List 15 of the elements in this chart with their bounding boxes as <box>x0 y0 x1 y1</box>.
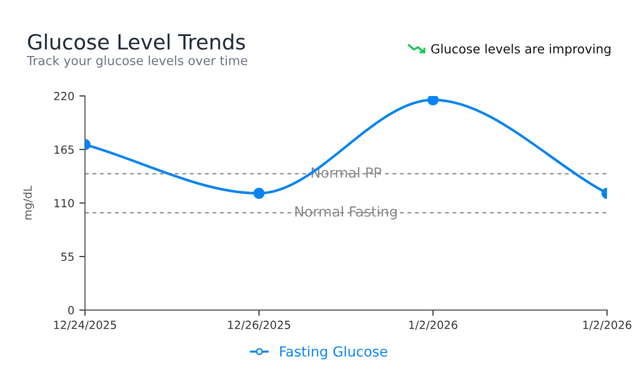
y-tick-label: 55 <box>61 252 74 261</box>
x-tick-label: 1/2/2026 <box>409 320 458 330</box>
y-tick-label: 165 <box>54 145 74 154</box>
y-tick-label: 0 <box>68 306 74 314</box>
y-tick-label: 110 <box>54 198 74 208</box>
y-axis-title: mg/dL <box>23 186 34 220</box>
chart-title: Glucose Level Trends <box>28 34 245 50</box>
x-tick-label: 12/24/2025 <box>54 320 116 330</box>
chart-subtitle: Track your glucose levels over time <box>26 56 248 68</box>
ref-line-label: Normal Fasting <box>295 206 397 220</box>
x-tick-label: 1/2/2026 <box>583 320 632 330</box>
text: Glucose levels are improving <box>431 44 610 56</box>
legend-label: Fasting Glucose <box>280 346 388 360</box>
x-tick-label: 12/26/2025 <box>228 320 290 330</box>
y-tick-label: 220 <box>54 92 74 100</box>
